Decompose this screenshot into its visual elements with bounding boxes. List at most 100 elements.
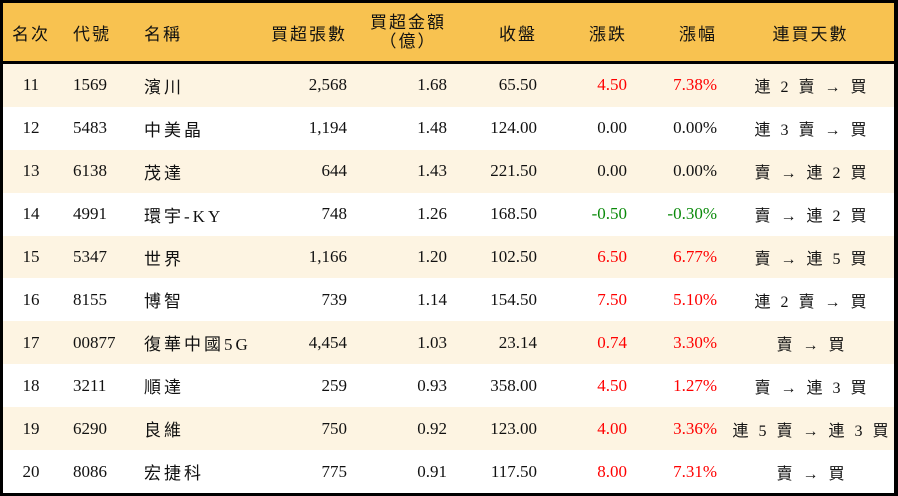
name-cell: 博智 bbox=[144, 292, 184, 312]
buy-streak-cell: 賣 → 連 2 買 bbox=[754, 165, 870, 183]
close-price-cell: 221.50 bbox=[490, 161, 537, 181]
net-buy-amount-cell: 1.03 bbox=[417, 332, 447, 352]
net-buy-amount-cell: 1.43 bbox=[417, 161, 447, 181]
rank-cell: 14 bbox=[22, 204, 40, 224]
change-pct-cell: 7.31% bbox=[673, 461, 717, 481]
rank-cell: 15 bbox=[22, 247, 40, 267]
change-pct-cell: 0.00% bbox=[673, 118, 717, 138]
table-row[interactable]: 13 6138 茂達 644 1.43 221.50 0.00 0.00% 賣 → 連 2 買 bbox=[3, 149, 894, 193]
net-buy-lots-cell: 750 bbox=[321, 418, 348, 438]
change-cell: 7.50 bbox=[597, 289, 627, 309]
net-buy-lots-cell: 1,194 bbox=[308, 118, 347, 138]
close-price-cell: 358.00 bbox=[490, 375, 537, 395]
table-row[interactable]: 19 6290 良維 750 0.92 123.00 4.00 3.36% 連 5 賣 → 連 … bbox=[3, 407, 894, 451]
table-row[interactable]: 18 3211 順達 259 0.93 358.00 4.50 1.27% 賣 → 連 3 買 bbox=[3, 364, 894, 408]
table-row[interactable]: 14 4991 環宇-KY 748 1.26 168.50 -0.50 -0.30% 賣 → 連… bbox=[3, 192, 894, 236]
code-cell: 6138 bbox=[73, 161, 107, 181]
code-cell: 00877 bbox=[73, 332, 116, 352]
net-buy-amount-cell: 0.91 bbox=[417, 461, 447, 481]
table-row[interactable]: 16 8155 博智 739 1.14 154.50 7.50 5.10% 連 2 賣 → 買 bbox=[3, 278, 894, 322]
change-pct-cell: 3.30% bbox=[673, 332, 717, 352]
header-close: 收盤 bbox=[499, 24, 537, 44]
header-rank: 名次 bbox=[12, 24, 50, 44]
header-net-buy-amount-label: 買超金額 bbox=[370, 13, 446, 32]
rank-cell: 18 bbox=[22, 375, 40, 395]
change-cell: 0.74 bbox=[597, 332, 627, 352]
header-change: 漲跌 bbox=[589, 24, 627, 44]
net-buy-lots-cell: 259 bbox=[321, 375, 348, 395]
net-buy-amount-cell: 1.20 bbox=[417, 247, 447, 267]
rank-cell: 11 bbox=[22, 75, 40, 95]
change-pct-cell: 5.10% bbox=[673, 289, 717, 309]
net-buy-amount-cell: 0.92 bbox=[417, 418, 447, 438]
buy-streak-cell: 賣 → 連 3 買 bbox=[754, 379, 870, 397]
net-buy-lots-cell: 2,568 bbox=[308, 75, 347, 95]
name-cell: 濱川 bbox=[144, 77, 184, 97]
change-cell: 4.00 bbox=[597, 418, 627, 438]
code-cell: 8155 bbox=[73, 289, 107, 309]
code-cell: 1569 bbox=[73, 75, 107, 95]
table-header: 名次 代號 名稱 買超張數 買超金額 （億） 收盤 漲跌 漲幅 連買天數 bbox=[3, 3, 894, 64]
net-buy-amount-cell: 1.68 bbox=[417, 75, 447, 95]
close-price-cell: 117.50 bbox=[490, 461, 537, 481]
net-buy-lots-cell: 4,454 bbox=[308, 332, 347, 352]
buy-streak-cell: 賣 → 買 bbox=[776, 465, 848, 483]
buy-streak-cell: 賣 → 買 bbox=[776, 336, 848, 354]
rank-cell: 19 bbox=[22, 418, 40, 438]
code-cell: 5483 bbox=[73, 118, 107, 138]
net-buy-ranking-table: 名次 代號 名稱 買超張數 買超金額 （億） 收盤 漲跌 漲幅 連買天數 11 1… bbox=[3, 3, 894, 493]
change-cell: 4.50 bbox=[597, 375, 627, 395]
buy-streak-cell: 連 3 賣 → 買 bbox=[754, 122, 870, 140]
code-cell: 4991 bbox=[73, 204, 107, 224]
name-cell: 茂達 bbox=[144, 163, 184, 183]
table-row[interactable]: 15 5347 世界 1,166 1.20 102.50 6.50 6.77% 賣 → 連 5 … bbox=[3, 235, 894, 279]
buy-streak-cell: 賣 → 連 5 買 bbox=[754, 251, 870, 269]
net-buy-amount-cell: 1.48 bbox=[417, 118, 447, 138]
rank-cell: 12 bbox=[22, 118, 40, 138]
net-buy-lots-cell: 1,166 bbox=[308, 247, 347, 267]
change-cell: 8.00 bbox=[597, 461, 627, 481]
table-row[interactable]: 12 5483 中美晶 1,194 1.48 124.00 0.00 0.00% 連 3 賣 →… bbox=[3, 106, 894, 150]
header-net-buy-amount-unit: （億） bbox=[379, 32, 437, 51]
change-pct-cell: 3.36% bbox=[673, 418, 717, 438]
buy-streak-cell: 連 5 賣 → 連 3 買 bbox=[732, 422, 892, 440]
code-cell: 3211 bbox=[73, 375, 107, 395]
table-row[interactable]: 17 00877 復華中國5G 4,454 1.03 23.14 0.74 3.30% 賣 → … bbox=[3, 321, 894, 365]
code-cell: 8086 bbox=[73, 461, 107, 481]
close-price-cell: 102.50 bbox=[490, 247, 537, 267]
name-cell: 世界 bbox=[144, 249, 184, 269]
header-buy-streak: 連買天數 bbox=[772, 24, 849, 44]
net-buy-lots-cell: 644 bbox=[321, 161, 348, 181]
change-cell: 6.50 bbox=[597, 247, 627, 267]
change-pct-cell: 0.00% bbox=[673, 161, 717, 181]
table-row[interactable]: 11 1569 濱川 2,568 1.68 65.50 4.50 7.38% 連 2 賣 → 買 bbox=[3, 64, 894, 107]
rank-cell: 20 bbox=[22, 461, 40, 481]
rank-cell: 13 bbox=[22, 161, 40, 181]
change-pct-cell: -0.30% bbox=[667, 204, 717, 224]
header-net-buy-lots: 買超張數 bbox=[271, 24, 347, 44]
net-buy-amount-cell: 0.93 bbox=[417, 375, 447, 395]
name-cell: 中美晶 bbox=[144, 120, 204, 140]
buy-streak-cell: 連 2 賣 → 買 bbox=[754, 293, 870, 311]
header-change-pct: 漲幅 bbox=[679, 24, 717, 44]
name-cell: 良維 bbox=[144, 421, 184, 441]
table-row[interactable]: 20 8086 宏捷科 775 0.91 117.50 8.00 7.31% 賣 → 買 bbox=[3, 450, 894, 493]
close-price-cell: 123.00 bbox=[490, 418, 537, 438]
change-cell: 0.00 bbox=[597, 118, 627, 138]
change-pct-cell: 7.38% bbox=[673, 75, 717, 95]
buy-streak-cell: 賣 → 連 2 買 bbox=[754, 208, 870, 226]
header-code: 代號 bbox=[73, 24, 111, 44]
change-cell: 4.50 bbox=[597, 75, 627, 95]
code-cell: 5347 bbox=[73, 247, 107, 267]
header-net-buy-amount: 買超金額 （億） bbox=[363, 3, 453, 61]
net-buy-lots-cell: 775 bbox=[321, 461, 348, 481]
net-buy-lots-cell: 739 bbox=[321, 289, 348, 309]
name-cell: 環宇-KY bbox=[144, 206, 224, 226]
close-price-cell: 154.50 bbox=[490, 289, 537, 309]
header-name: 名稱 bbox=[144, 24, 182, 44]
change-cell: 0.00 bbox=[597, 161, 627, 181]
code-cell: 6290 bbox=[73, 418, 107, 438]
net-buy-amount-cell: 1.26 bbox=[417, 204, 447, 224]
close-price-cell: 65.50 bbox=[498, 75, 537, 95]
